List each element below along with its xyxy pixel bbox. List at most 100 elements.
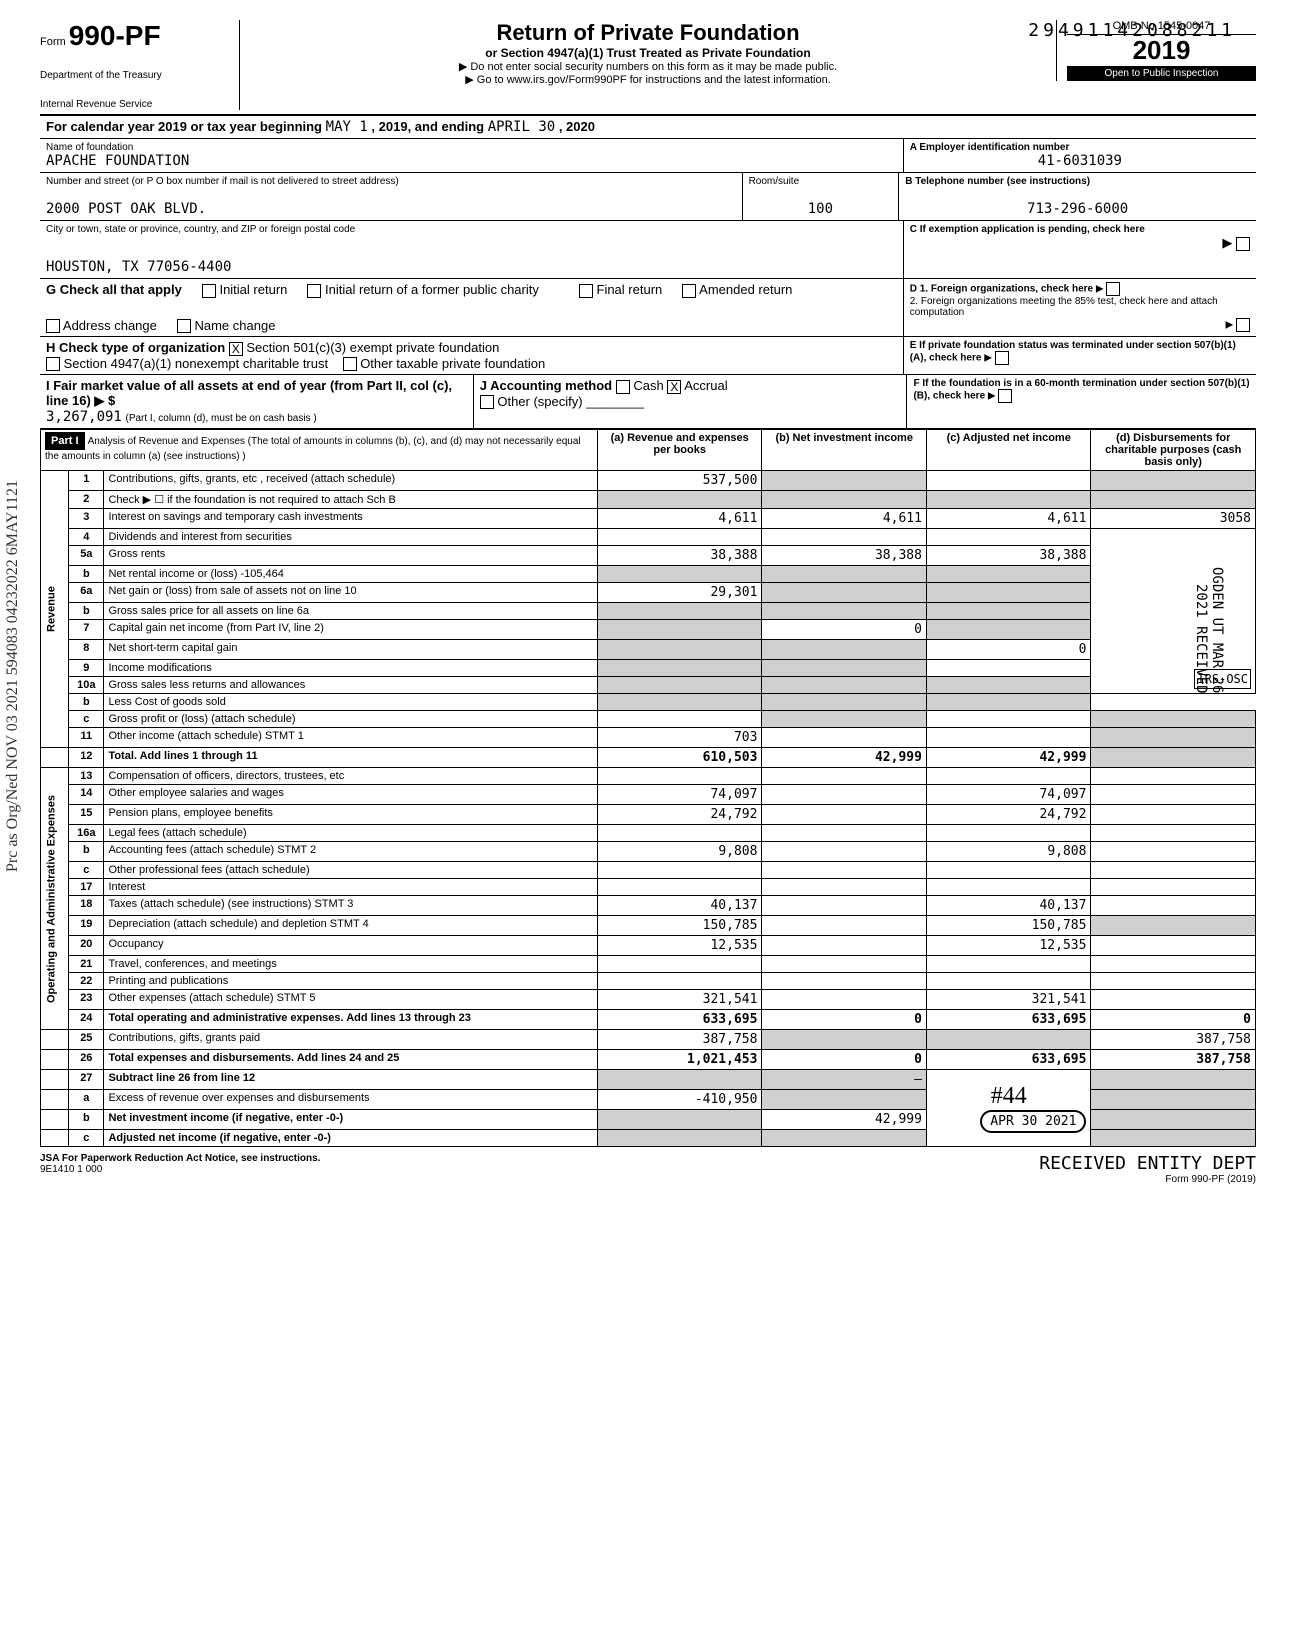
dept-irs: Internal Revenue Service [40, 99, 229, 110]
line-20-c: 12,535 [926, 936, 1091, 956]
form-note2: ▶ Go to www.irs.gov/Form990PF for instru… [250, 73, 1046, 86]
line-16b-desc: Accounting fees (attach schedule) STMT 2 [104, 842, 598, 862]
line-27b-desc: Net investment income (if negative, ente… [104, 1110, 598, 1130]
line-7-b: 0 [762, 620, 927, 640]
chk-amended[interactable] [682, 284, 696, 298]
table-row: 14Other employee salaries and wages 74,0… [41, 785, 1256, 805]
d1-label: D 1. Foreign organizations, check here [910, 284, 1093, 295]
i-label: I Fair market value of all assets at end… [46, 378, 452, 408]
table-row: 7Capital gain net income (from Part IV, … [41, 620, 1256, 640]
d2-checkbox[interactable] [1236, 318, 1250, 332]
table-row: 4Dividends and interest from securities … [41, 529, 1256, 546]
line-16a-desc: Legal fees (attach schedule) [104, 825, 598, 842]
d1-checkbox[interactable] [1106, 282, 1120, 296]
line-3-c: 4,611 [926, 509, 1091, 529]
received-entity-stamp: RECEIVED ENTITY DEPT [1039, 1153, 1256, 1174]
e-checkbox[interactable] [995, 351, 1009, 365]
tel-value: 713-296-6000 [905, 201, 1250, 217]
line-10c-desc: Gross profit or (loss) (attach schedule) [104, 711, 598, 728]
line-25-desc: Contributions, gifts, grants paid [104, 1030, 598, 1050]
side-expenses: Operating and Administrative Expenses [41, 768, 69, 1030]
period-begin: MAY 1 [326, 119, 368, 135]
line-24-b: 0 [762, 1010, 927, 1030]
line-20-desc: Occupancy [104, 936, 598, 956]
line-24-d: 0 [1091, 1010, 1256, 1030]
margin-handwriting: Prc as Org/Ned NOV 03 2021 594083 042320… [4, 480, 22, 872]
footer-code: 9E1410 1 000 [40, 1164, 102, 1175]
chk-cash[interactable] [616, 380, 630, 394]
line-11-desc: Other income (attach schedule) STMT 1 [104, 728, 598, 748]
table-row: 19Depreciation (attach schedule) and dep… [41, 916, 1256, 936]
line-11-a: 703 [597, 728, 762, 748]
chk-501c3[interactable]: X [229, 342, 243, 356]
line-12-a: 610,503 [597, 748, 762, 768]
part1-badge: Part I [45, 432, 85, 450]
chk-4947[interactable] [46, 357, 60, 371]
line-23-c: 321,541 [926, 990, 1091, 1010]
line-8-desc: Net short-term capital gain [104, 640, 598, 660]
table-row: cOther professional fees (attach schedul… [41, 862, 1256, 879]
opt-name: Name change [194, 318, 275, 333]
opt-initial: Initial return [219, 282, 287, 297]
line-2-desc: Check ▶ ☐ if the foundation is not requi… [104, 491, 598, 509]
chk-final[interactable] [579, 284, 593, 298]
chk-name[interactable] [177, 319, 191, 333]
line-6b-desc: Gross sales price for all assets on line… [104, 603, 598, 620]
table-row: bLess Cost of goods sold [41, 694, 1256, 711]
line-6a-desc: Net gain or (loss) from sale of assets n… [104, 583, 598, 603]
line-10b-desc: Less Cost of goods sold [104, 694, 598, 711]
opt-cash: Cash [633, 378, 663, 393]
line-16c-desc: Other professional fees (attach schedule… [104, 862, 598, 879]
j-note: (Part I, column (d), must be on cash bas… [125, 413, 316, 424]
line-15-a: 24,792 [597, 805, 762, 825]
j-label: J Accounting method [480, 378, 612, 393]
table-row: 6aNet gain or (loss) from sale of assets… [41, 583, 1256, 603]
line-15-desc: Pension plans, employee benefits [104, 805, 598, 825]
line-25-d: 387,758 [1091, 1030, 1256, 1050]
h-label: H Check type of organization [46, 340, 225, 355]
opt-501c3: Section 501(c)(3) exempt private foundat… [246, 340, 499, 355]
line-23-a: 321,541 [597, 990, 762, 1010]
page-footer: JSA For Paperwork Reduction Act Notice, … [40, 1153, 1256, 1185]
form-label: Form [40, 36, 66, 48]
line-17-desc: Interest [104, 879, 598, 896]
part1-title: Analysis of Revenue and Expenses (The to… [45, 436, 581, 462]
f-checkbox[interactable] [998, 389, 1012, 403]
period-mid: , 2019, and ending [371, 119, 484, 134]
line-21-desc: Travel, conferences, and meetings [104, 956, 598, 973]
line-27-desc: Subtract line 26 from line 12 [104, 1070, 598, 1090]
apr30-stamp: APR 30 2021 [980, 1110, 1086, 1133]
line-5a-c: 38,388 [926, 546, 1091, 566]
col-d-hdr: (d) Disbursements for charitable purpose… [1091, 430, 1256, 471]
line-18-a: 40,137 [597, 896, 762, 916]
name-label: Name of foundation [46, 142, 897, 153]
table-row: 21Travel, conferences, and meetings [41, 956, 1256, 973]
line-19-a: 150,785 [597, 916, 762, 936]
g-label: G Check all that apply [46, 282, 182, 298]
dept-treasury: Department of the Treasury [40, 70, 229, 81]
fmv-value: 3,267,091 [46, 409, 122, 425]
chk-address[interactable] [46, 319, 60, 333]
table-row: 25Contributions, gifts, grants paid 387,… [41, 1030, 1256, 1050]
line-4-desc: Dividends and interest from securities [104, 529, 598, 546]
opt-other-acct: Other (specify) [497, 394, 582, 409]
c-checkbox[interactable] [1236, 237, 1250, 251]
chk-initial-public[interactable] [307, 284, 321, 298]
chk-other-pf[interactable] [343, 357, 357, 371]
table-row: 23Other expenses (attach schedule) STMT … [41, 990, 1256, 1010]
chk-accrual[interactable]: X [667, 380, 681, 394]
part1-table: Part I Analysis of Revenue and Expenses … [40, 429, 1256, 1147]
line-1-a: 537,500 [597, 471, 762, 491]
table-row: 9Income modifications [41, 660, 1256, 677]
street-value: 2000 POST OAK BLVD. [46, 201, 736, 217]
table-row: 11Other income (attach schedule) STMT 1 … [41, 728, 1256, 748]
table-row: 15Pension plans, employee benefits 24,79… [41, 805, 1256, 825]
city-label: City or town, state or province, country… [46, 224, 897, 235]
opt-4947: Section 4947(a)(1) nonexempt charitable … [64, 356, 328, 371]
tel-label: B Telephone number (see instructions) [905, 176, 1250, 187]
chk-initial[interactable] [202, 284, 216, 298]
chk-other-acct[interactable] [480, 395, 494, 409]
form-number: 990-PF [69, 20, 161, 51]
line-26-d: 387,758 [1091, 1050, 1256, 1070]
line-8-c: 0 [926, 640, 1091, 660]
